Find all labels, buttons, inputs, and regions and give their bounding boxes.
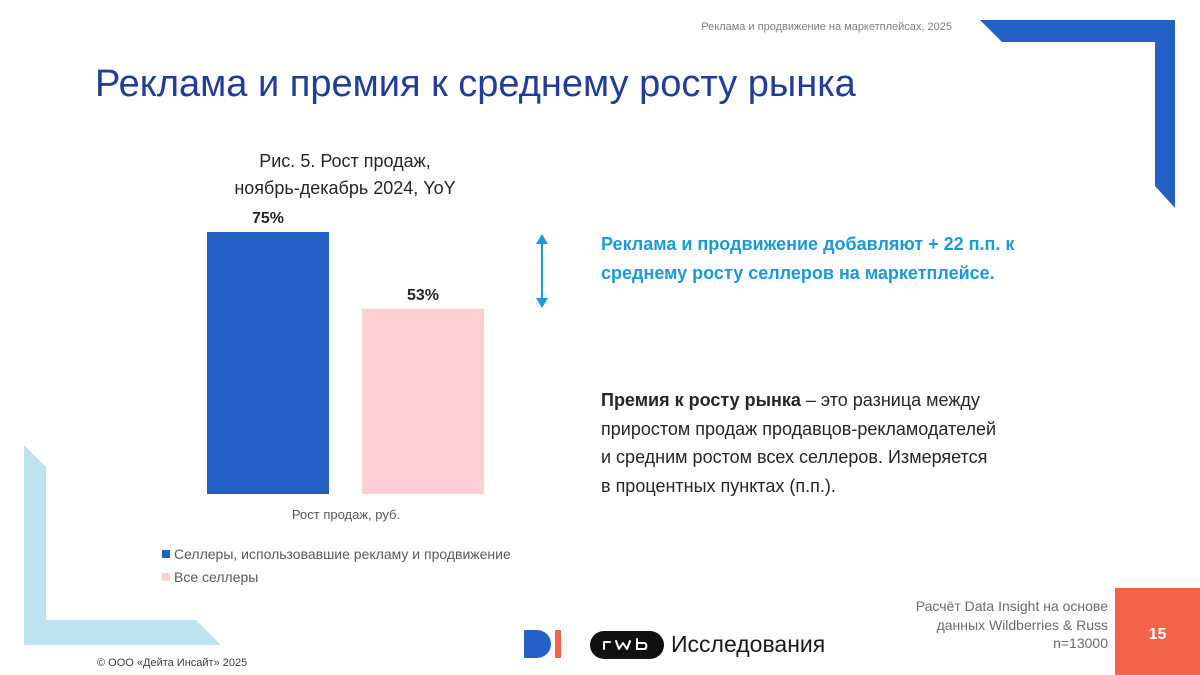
chart-title-line-1: Рис. 5. Рост продаж, [259,151,431,171]
definition-text: Премия к росту рынка – это разница между… [601,386,1001,500]
rwb-logo-icon [590,631,664,659]
source-note: Расчёт Data Insight на основе данных Wil… [880,597,1108,653]
decorative-corner-top-right [980,20,1175,208]
source-line-3: n=13000 [1053,635,1108,651]
page-number: 15 [1148,626,1167,643]
chart-title: Рис. 5. Рост продаж, ноябрь-декабрь 2024… [200,148,490,202]
page-number-box: 15 [1115,588,1200,675]
data-label-sellers-with-ads: 75% [252,210,284,227]
definition-term: Премия к росту рынка [601,390,801,410]
rwb-research-label: Исследования [671,631,826,657]
legend-label: Селлеры, использовавшие рекламу и продви… [174,546,511,562]
double-arrow-vertical-icon [536,234,548,308]
legend-item-sellers-with-ads: Селлеры, использовавшие рекламу и продви… [162,546,511,562]
data-insight-logo-icon [524,630,561,658]
page-title: Реклама и премия к среднему росту рынка [95,63,856,105]
bar-chart: 75% 53% Рост продаж, руб. [207,210,484,522]
source-line-2: данных Wildberries & Russ [936,616,1108,633]
legend-item-all-sellers: Все селлеры [162,569,258,585]
bar-sellers-with-ads [207,232,329,494]
header-note: Реклама и продвижение на маркетплейсах, … [701,21,952,33]
legend-swatch-blue [162,550,170,558]
decorative-corner-bottom-left [24,445,221,645]
legend-swatch-pink [162,573,170,581]
source-line-1: Расчёт Data Insight на основе [915,598,1108,614]
highlight-text: Реклама и продвижение добавляют + 22 п.п… [601,234,1015,283]
bar-all-sellers [362,308,484,494]
data-label-all-sellers: 53% [407,287,439,304]
chart-title-line-2: ноябрь-декабрь 2024, YoY [234,178,456,198]
legend-label: Все селлеры [174,569,259,585]
copyright: © ООО «Дейта Инсайт» 2025 [97,657,248,669]
definition-body: – это разница между приростом продаж про… [601,390,997,496]
x-axis-category-label: Рост продаж, руб. [292,507,400,522]
